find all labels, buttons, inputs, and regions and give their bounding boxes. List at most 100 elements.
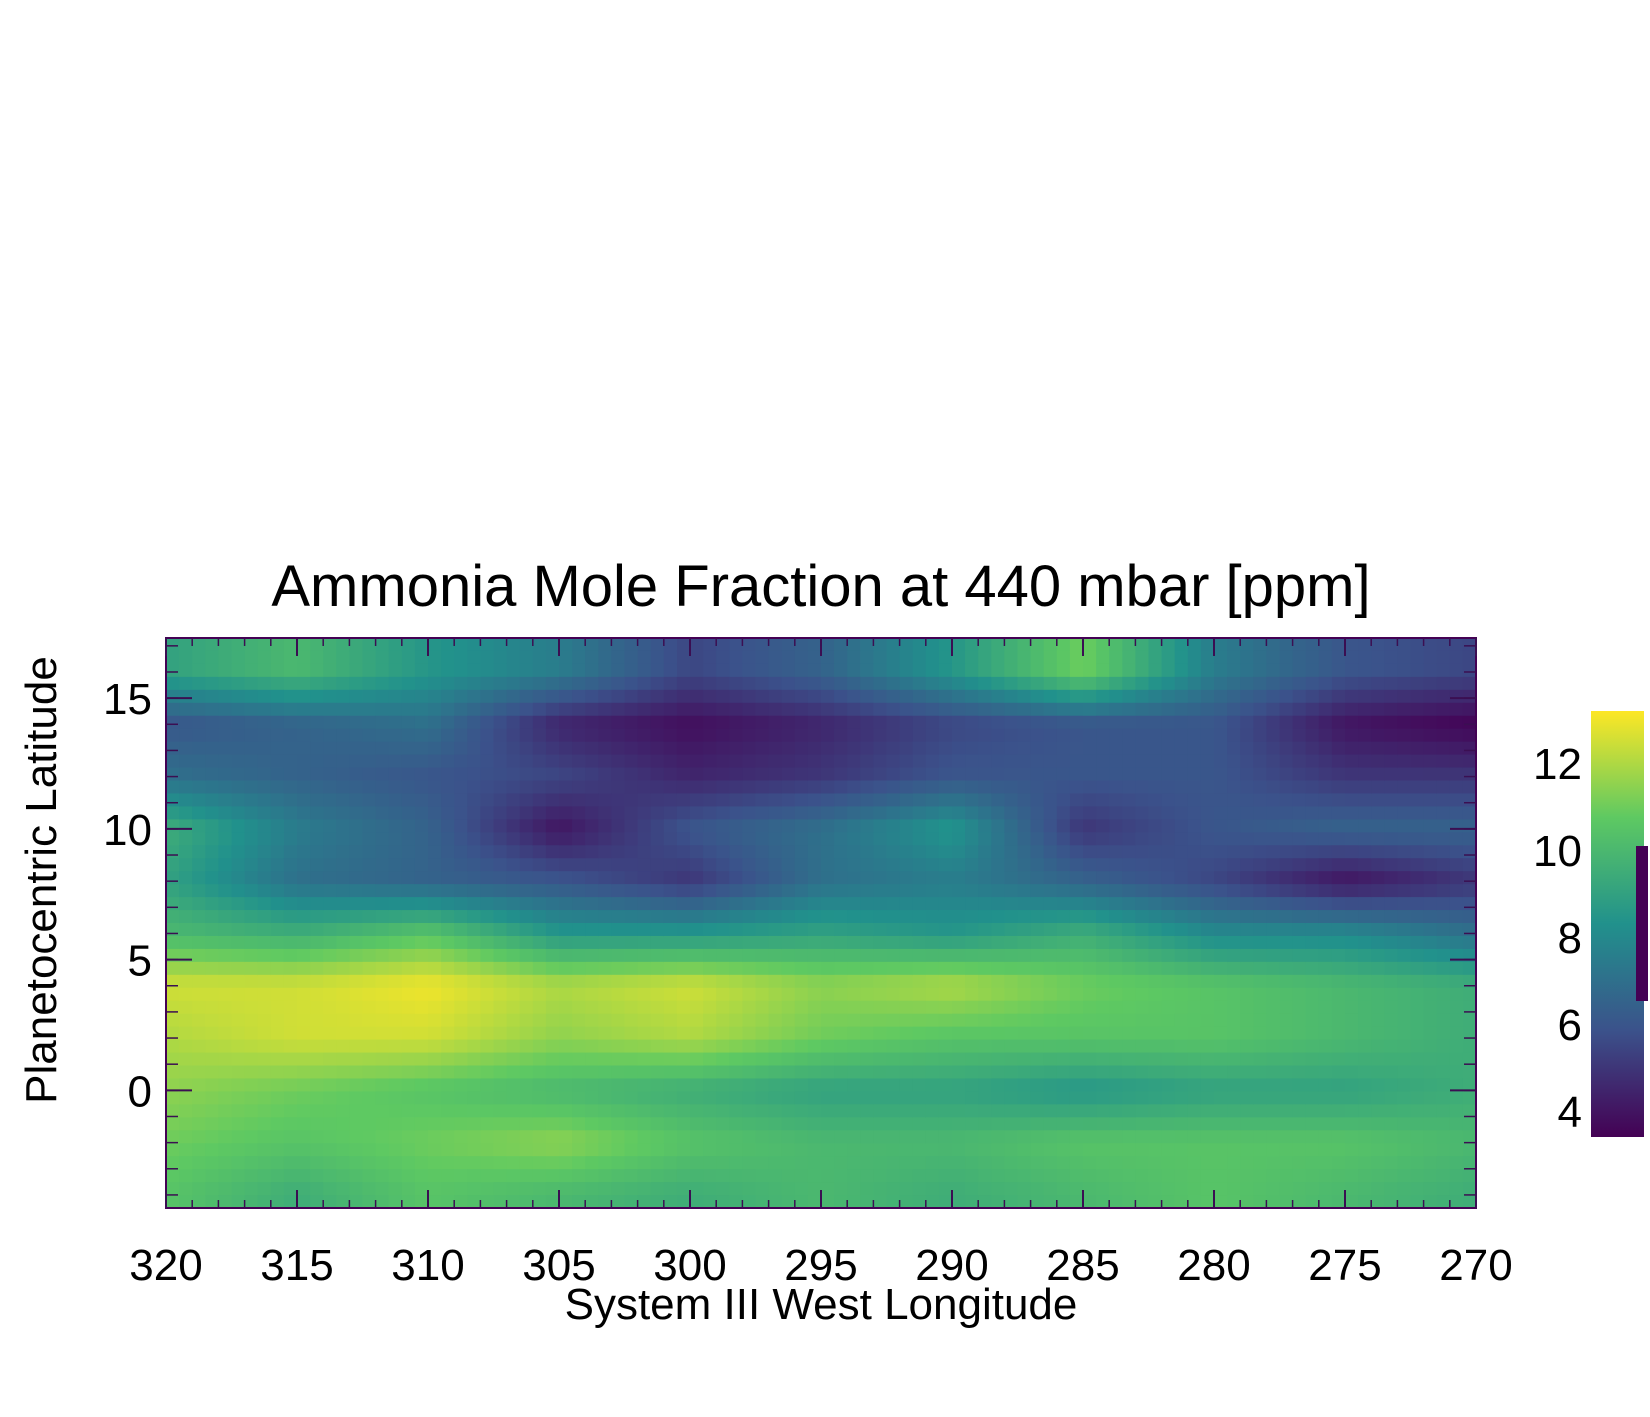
heatmap-cell	[807, 676, 822, 691]
heatmap-cell	[834, 638, 848, 652]
heatmap-cell	[1384, 1013, 1398, 1028]
heatmap-cell	[729, 754, 743, 769]
heatmap-cell	[205, 663, 219, 678]
heatmap-cell	[860, 1117, 874, 1131]
heatmap-cell	[1279, 1169, 1294, 1183]
heatmap-cell	[663, 793, 678, 807]
heatmap-cell	[1253, 948, 1267, 963]
heatmap-cell	[1436, 1000, 1451, 1015]
heatmap-cell	[414, 650, 429, 665]
heatmap-cell	[454, 806, 468, 820]
heatmap-cell	[847, 1000, 861, 1015]
heatmap-cell	[1462, 741, 1476, 756]
heatmap-cell	[1056, 832, 1071, 846]
heatmap-cell	[624, 702, 639, 717]
heatmap-cell	[362, 702, 377, 717]
heatmap-cell	[585, 1156, 599, 1170]
heatmap-cell	[912, 1078, 927, 1092]
heatmap-cell	[559, 1195, 573, 1208]
heatmap-cell	[388, 1065, 403, 1080]
heatmap-cell	[952, 1182, 966, 1196]
heatmap-cell	[572, 689, 586, 704]
heatmap-cell	[414, 1026, 429, 1041]
heatmap-cell	[729, 728, 743, 743]
heatmap-cell	[912, 845, 927, 859]
heatmap-cell	[1004, 1000, 1019, 1015]
heatmap-cell	[1423, 1195, 1438, 1208]
heatmap-cell	[1279, 1091, 1294, 1105]
heatmap-cell	[1109, 663, 1123, 678]
heatmap-cell	[283, 1013, 298, 1028]
heatmap-cell	[519, 1013, 534, 1028]
heatmap-cell	[559, 1143, 573, 1157]
heatmap-cell	[257, 1065, 272, 1080]
x-axis-label: System III West Longitude	[564, 1280, 1078, 1329]
heatmap-cell	[467, 663, 481, 678]
heatmap-cell	[1056, 702, 1071, 717]
heatmap-cell	[244, 715, 259, 730]
heatmap-cell	[362, 1169, 377, 1183]
heatmap-cell	[1384, 1078, 1398, 1092]
heatmap-cell	[1017, 1104, 1032, 1118]
heatmap-cell	[1227, 741, 1241, 756]
heatmap-cell	[545, 884, 560, 898]
heatmap-cell	[1096, 910, 1110, 924]
heatmap-cell	[362, 910, 377, 924]
heatmap-cell	[742, 767, 757, 782]
heatmap-cell	[1030, 1156, 1045, 1170]
heatmap-cell	[480, 884, 495, 898]
heatmap-cell	[703, 1104, 717, 1118]
heatmap-cell	[807, 728, 822, 743]
heatmap-cell	[257, 676, 272, 691]
heatmap-cell	[1318, 1117, 1333, 1131]
heatmap-cell	[873, 1130, 888, 1144]
heatmap-cell	[690, 1065, 704, 1080]
heatmap-cell	[611, 845, 626, 859]
heatmap-cell	[1345, 793, 1359, 807]
heatmap-cell	[807, 741, 822, 756]
heatmap-cell	[1331, 1000, 1346, 1015]
heatmap-cell	[270, 897, 285, 911]
heatmap-cell	[532, 923, 547, 937]
heatmap-cell	[768, 1065, 783, 1080]
heatmap-cell	[1043, 1195, 1058, 1208]
heatmap-cell	[1174, 1117, 1189, 1131]
heatmap-cell	[703, 1078, 717, 1092]
heatmap-cell	[598, 1156, 612, 1170]
heatmap-cell	[742, 961, 757, 976]
heatmap-cell	[428, 897, 442, 911]
heatmap-cell	[1135, 974, 1150, 989]
heatmap-cell	[297, 832, 311, 846]
heatmap-cell	[218, 806, 233, 820]
heatmap-cell	[585, 961, 599, 976]
heatmap-cell	[1345, 948, 1359, 963]
heatmap-cell	[663, 935, 678, 950]
heatmap-cell	[323, 1039, 337, 1054]
heatmap-cell	[192, 1091, 206, 1105]
x-tick-label: 270	[1439, 1241, 1512, 1290]
heatmap-cell	[362, 897, 377, 911]
heatmap-cell	[519, 1143, 534, 1157]
heatmap-cell	[1187, 1182, 1202, 1196]
heatmap-cell	[323, 1000, 337, 1015]
heatmap-cell	[703, 1182, 717, 1196]
heatmap-cell	[1423, 1078, 1438, 1092]
heatmap-cell	[532, 754, 547, 769]
heatmap-cell	[1056, 871, 1071, 885]
heatmap-cell	[598, 1182, 612, 1196]
heatmap-cell	[1227, 974, 1241, 989]
heatmap-cell	[1109, 767, 1123, 782]
heatmap-cell	[663, 741, 678, 756]
heatmap-cell	[1240, 728, 1254, 743]
heatmap-cell	[1384, 1130, 1398, 1144]
heatmap-cell	[192, 1143, 206, 1157]
heatmap-cell	[244, 858, 259, 872]
heatmap-cell	[611, 987, 626, 1002]
heatmap-cell	[310, 806, 324, 820]
heatmap-cell	[388, 715, 403, 730]
heatmap-cell	[676, 987, 691, 1002]
heatmap-cell	[532, 832, 547, 846]
heatmap-cell	[375, 1182, 390, 1196]
heatmap-cell	[860, 923, 874, 937]
heatmap-cell	[899, 1117, 914, 1131]
